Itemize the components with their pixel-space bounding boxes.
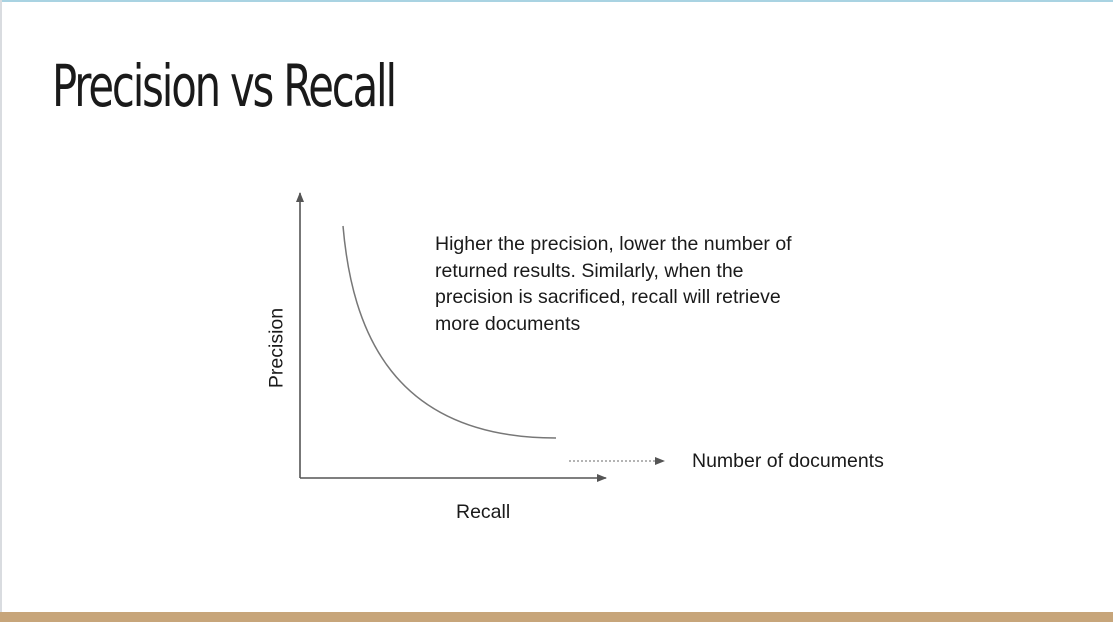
documents-label: Number of documents xyxy=(692,450,884,472)
precision-recall-curve xyxy=(342,225,557,439)
y-axis-label: Precision xyxy=(265,307,288,389)
slide-title: Precision vs Recall xyxy=(52,52,397,120)
slide-footer-bar xyxy=(0,612,1113,622)
x-axis-label: Recall xyxy=(456,501,511,523)
diagram-annotation: Higher the precision, lower the number o… xyxy=(435,233,792,335)
slide-left-edge xyxy=(0,0,2,612)
slide-top-edge xyxy=(0,0,1113,2)
